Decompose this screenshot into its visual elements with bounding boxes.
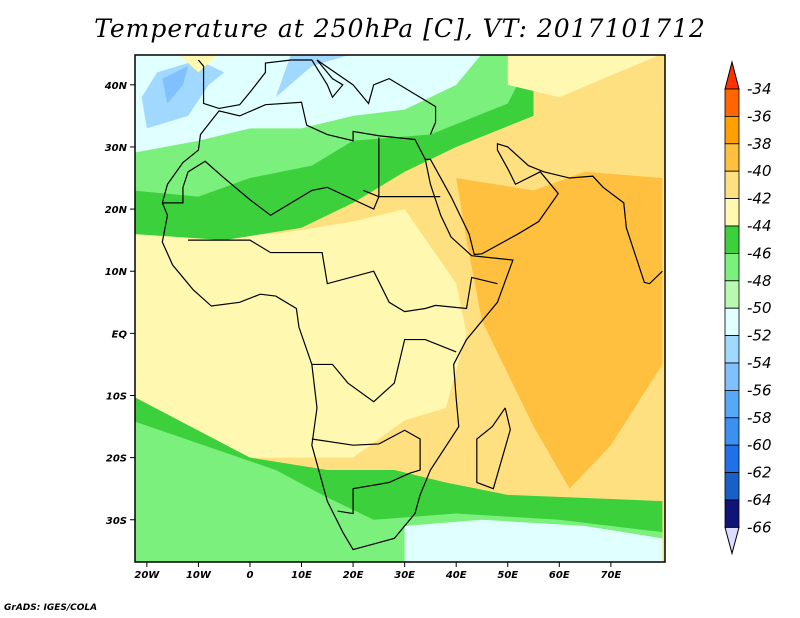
colorbar-box: [724, 198, 740, 227]
colorbar-box: [724, 252, 740, 282]
colorbar-top-arrow: [724, 60, 740, 90]
colorbar-box: [724, 307, 740, 337]
field-44n: [179, 55, 218, 73]
colorbar-label: -56: [747, 381, 772, 399]
asia-coast: [425, 143, 663, 285]
colorbar-box: [724, 88, 740, 117]
colorbar-label: -66: [747, 518, 772, 536]
lat-tick-label: 30N: [105, 143, 128, 154]
borders-south: [311, 429, 421, 515]
colorbar-label: -60: [747, 436, 772, 454]
coastlines: [161, 59, 663, 551]
borders-central: [188, 239, 498, 313]
colorbar-box: [724, 444, 740, 474]
colorbar-box: [724, 472, 740, 501]
temperature-field: [135, 55, 665, 562]
iberia-coast: [197, 59, 205, 67]
colorbar-bottom-arrow: [724, 526, 740, 556]
colorbar-label: -54: [747, 354, 772, 372]
lat-tick-label: 20S: [106, 454, 127, 465]
lat-tick-label: EQ: [112, 329, 128, 340]
field-52n: [135, 55, 481, 153]
colorbar-box: [724, 116, 740, 145]
figure-title: Temperature at 250hPa [C], VT: 201710171…: [94, 14, 706, 43]
colorbar-box: [724, 225, 740, 254]
field-40ne: [559, 55, 663, 135]
colorbar-label: -34: [747, 80, 772, 98]
europe-coast: [202, 59, 437, 135]
colorbar-box: [724, 499, 740, 528]
borders-north: [162, 137, 380, 217]
lat-tick-label: 10N: [105, 267, 128, 278]
lon-tick-label: 20E: [343, 570, 364, 581]
lon-tick-label: 20W: [134, 570, 160, 581]
lat-tick-label: 40N: [104, 81, 128, 92]
colorbar-label: -52: [747, 327, 772, 345]
lon-tick-label: 40E: [445, 570, 467, 581]
madagascar-coast: [476, 407, 511, 490]
lat-tick-label: 20N: [105, 205, 128, 216]
field-56: [162, 66, 189, 104]
lon-tick-label: 10W: [186, 570, 212, 581]
colorbar-box: [724, 389, 740, 419]
colorbar-label: -46: [747, 244, 772, 262]
lon-tick-label: 10E: [291, 570, 312, 581]
colorbar-label: -40: [747, 162, 772, 180]
colorbar-label: -48: [747, 272, 772, 290]
field-38: [456, 171, 663, 489]
colorbar-box: [724, 362, 740, 391]
colorbar-box: [724, 143, 740, 172]
colorbar-label: -42: [747, 190, 772, 208]
colorbar-label: -58: [747, 409, 772, 427]
colorbar-box: [724, 280, 740, 309]
grads-credit: GrADS: IGES/COLA: [4, 603, 98, 613]
field-54b: [275, 55, 349, 98]
field-52: [404, 519, 663, 562]
map-frame: [134, 54, 666, 563]
africa-coast: [161, 101, 514, 551]
borders-equator: [311, 338, 457, 403]
lon-tick-label: 50E: [497, 570, 518, 581]
lon-tick-label: 70E: [600, 570, 621, 581]
colorbar-label: -38: [747, 135, 772, 153]
colorbar-box: [724, 170, 740, 199]
colorbar-label: -50: [747, 299, 772, 317]
lat-tick-label: 10S: [106, 391, 127, 402]
colorbar-box: [724, 335, 740, 364]
lat-tick-label: 30S: [106, 516, 127, 527]
colorbar-label: -36: [747, 107, 772, 125]
colorbar-label: -64: [747, 491, 772, 509]
borders-egypt-sudan: [363, 189, 441, 198]
colorbar-label: -62: [747, 464, 772, 482]
colorbar-box: [724, 417, 740, 446]
lon-tick-label: 0: [246, 570, 253, 581]
lon-tick-label: 30E: [394, 570, 415, 581]
colorbar-label: -44: [747, 217, 772, 235]
lon-tick-label: 60E: [549, 570, 570, 581]
